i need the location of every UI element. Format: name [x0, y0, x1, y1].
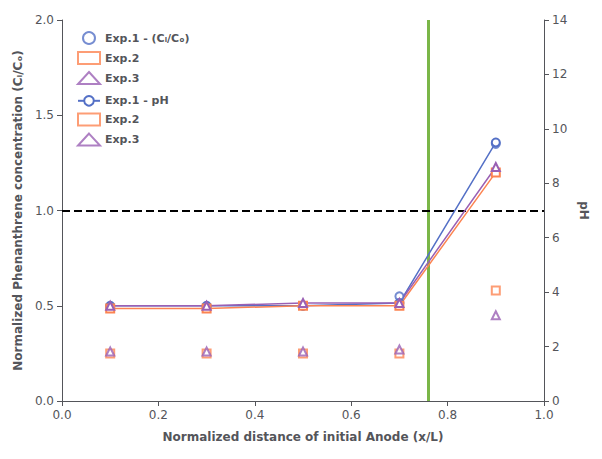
svg-text:Exp.2: Exp.2 — [105, 113, 139, 126]
svg-text:0.5: 0.5 — [35, 299, 54, 313]
svg-text:14: 14 — [552, 13, 567, 27]
svg-text:Normalized distance of initial: Normalized distance of initial Anode (x/… — [163, 430, 444, 444]
svg-text:0.0: 0.0 — [52, 408, 71, 422]
svg-text:2: 2 — [552, 340, 560, 354]
svg-text:2.0: 2.0 — [35, 13, 54, 27]
svg-text:0.0: 0.0 — [35, 394, 54, 408]
svg-text:Exp.1 - pH: Exp.1 - pH — [105, 94, 169, 107]
svg-text:1.5: 1.5 — [35, 108, 54, 122]
svg-text:0.4: 0.4 — [245, 408, 264, 422]
svg-text:Exp.2: Exp.2 — [105, 52, 139, 65]
svg-text:8: 8 — [552, 176, 560, 190]
svg-text:1.0: 1.0 — [534, 408, 553, 422]
svg-text:12: 12 — [552, 67, 567, 81]
svg-text:0.8: 0.8 — [438, 408, 457, 422]
svg-text:Normalized Phenanthrene concen: Normalized Phenanthrene concentration (C… — [11, 50, 25, 371]
svg-text:6: 6 — [552, 231, 560, 245]
svg-text:0.2: 0.2 — [149, 408, 168, 422]
svg-text:Exp.3: Exp.3 — [105, 133, 139, 146]
svg-text:0.6: 0.6 — [342, 408, 361, 422]
svg-text:10: 10 — [552, 122, 567, 136]
svg-text:Exp.3: Exp.3 — [105, 72, 139, 85]
svg-text:4: 4 — [552, 285, 560, 299]
svg-text:1.0: 1.0 — [35, 204, 54, 218]
svg-text:0: 0 — [552, 394, 560, 408]
svg-text:Exp.1 - (Cᵢ/Cₒ): Exp.1 - (Cᵢ/Cₒ) — [105, 32, 190, 45]
svg-text:pH: pH — [577, 201, 591, 220]
